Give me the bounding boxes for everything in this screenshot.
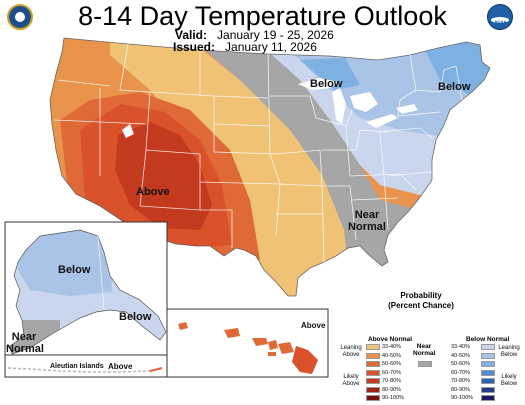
- likely-above-line1: Likely: [343, 374, 359, 380]
- legend-title-line1: Probability: [400, 291, 442, 300]
- above-swatch: [366, 369, 380, 376]
- issued-row: Issued: January 11, 2026: [173, 41, 317, 54]
- below-swatch: [481, 395, 495, 401]
- above-swatch-label: 90-100%: [382, 395, 405, 401]
- hawaii-above-label: Above: [301, 321, 326, 330]
- above-label: Above: [136, 186, 170, 198]
- leaning-below-line2: Below: [500, 352, 518, 358]
- above-swatch-label: 33-40%: [382, 344, 401, 350]
- likely-below-line2: Below: [500, 381, 518, 387]
- below-label-northeast: Below: [438, 81, 471, 93]
- near-normal-header: Near Normal: [413, 343, 435, 357]
- below-swatch-label: 70-80%: [451, 378, 470, 384]
- near-normal-header-line1: Near: [416, 343, 432, 350]
- alaska-near-line2: Normal: [6, 343, 44, 355]
- above-swatch-label: 40-50%: [382, 352, 401, 359]
- above-swatch: [366, 378, 380, 384]
- above-swatch-label: 60-70%: [382, 369, 401, 376]
- alaska-below-se-label: Below: [119, 311, 152, 323]
- noaa-logo-icon: NOAA: [487, 4, 513, 30]
- leaning-above-line2: Above: [342, 352, 360, 358]
- doc-seal-icon: [7, 4, 33, 30]
- near-normal-line2: Normal: [348, 221, 386, 233]
- page-title: 8-14 Day Temperature Outlook: [78, 1, 447, 31]
- below-swatch-label: 60-70%: [451, 369, 470, 376]
- likely-below-line1: Likely: [501, 374, 517, 380]
- below-swatch: [481, 361, 495, 367]
- below-swatch-label: 33-40%: [451, 344, 470, 350]
- valid-value: January 19 - 25, 2026: [217, 28, 334, 42]
- leaning-above-label: Leaning Above: [340, 345, 362, 359]
- aleutian-above-label: Above: [108, 362, 133, 371]
- legend-title: Probability (Percent Chance): [371, 291, 471, 311]
- alaska-near-normal-label: Near Normal: [6, 331, 44, 355]
- leaning-above-line1: Leaning: [340, 345, 362, 351]
- likely-above-label: Likely Above: [340, 374, 362, 388]
- above-swatch-label: 70-80%: [382, 378, 401, 384]
- below-swatch-label: 80-90%: [451, 386, 470, 393]
- above-swatch: [366, 386, 380, 393]
- leaning-below-line1: Leaning: [498, 345, 520, 351]
- above-swatch: [366, 344, 380, 350]
- valid-row: Valid: January 19 - 25, 2026: [175, 29, 334, 42]
- above-swatch-label: 80-90%: [382, 386, 401, 393]
- below-swatch-label: 50-60%: [451, 361, 470, 367]
- below-swatch-label: 40-50%: [451, 352, 470, 359]
- above-swatch: [366, 395, 380, 401]
- below-swatch: [481, 352, 495, 359]
- below-swatch: [481, 378, 495, 384]
- near-normal-label: Near Normal: [347, 209, 387, 233]
- aleutian-label: Aleutian Islands: [50, 363, 104, 370]
- likely-below-label: Likely Below: [497, 374, 521, 388]
- below-swatch-label: 90-100%: [451, 395, 474, 401]
- near-normal-line1: Near: [354, 209, 380, 221]
- above-swatch: [366, 361, 380, 367]
- near-normal-swatch: [418, 361, 432, 367]
- alaska-near-line1: Near: [11, 331, 37, 343]
- below-swatch: [481, 344, 495, 350]
- legend-title-line2: (Percent Chance): [388, 301, 454, 310]
- above-swatch: [366, 352, 380, 359]
- below-normal-header: Below Normal: [466, 336, 510, 343]
- likely-above-line2: Above: [342, 381, 360, 387]
- valid-label: Valid:: [175, 28, 208, 42]
- near-normal-header-line2: Normal: [413, 350, 436, 357]
- alaska-below-label: Below: [58, 264, 91, 276]
- below-label-great-lakes: Below: [310, 78, 343, 90]
- issued-label: Issued:: [173, 40, 216, 54]
- leaning-below-label: Leaning Below: [497, 345, 521, 359]
- above-normal-header: Above Normal: [368, 336, 413, 343]
- below-swatch: [481, 386, 495, 393]
- issued-value: January 11, 2026: [225, 40, 317, 54]
- above-swatch-label: 50-60%: [382, 361, 401, 367]
- below-swatch: [481, 369, 495, 376]
